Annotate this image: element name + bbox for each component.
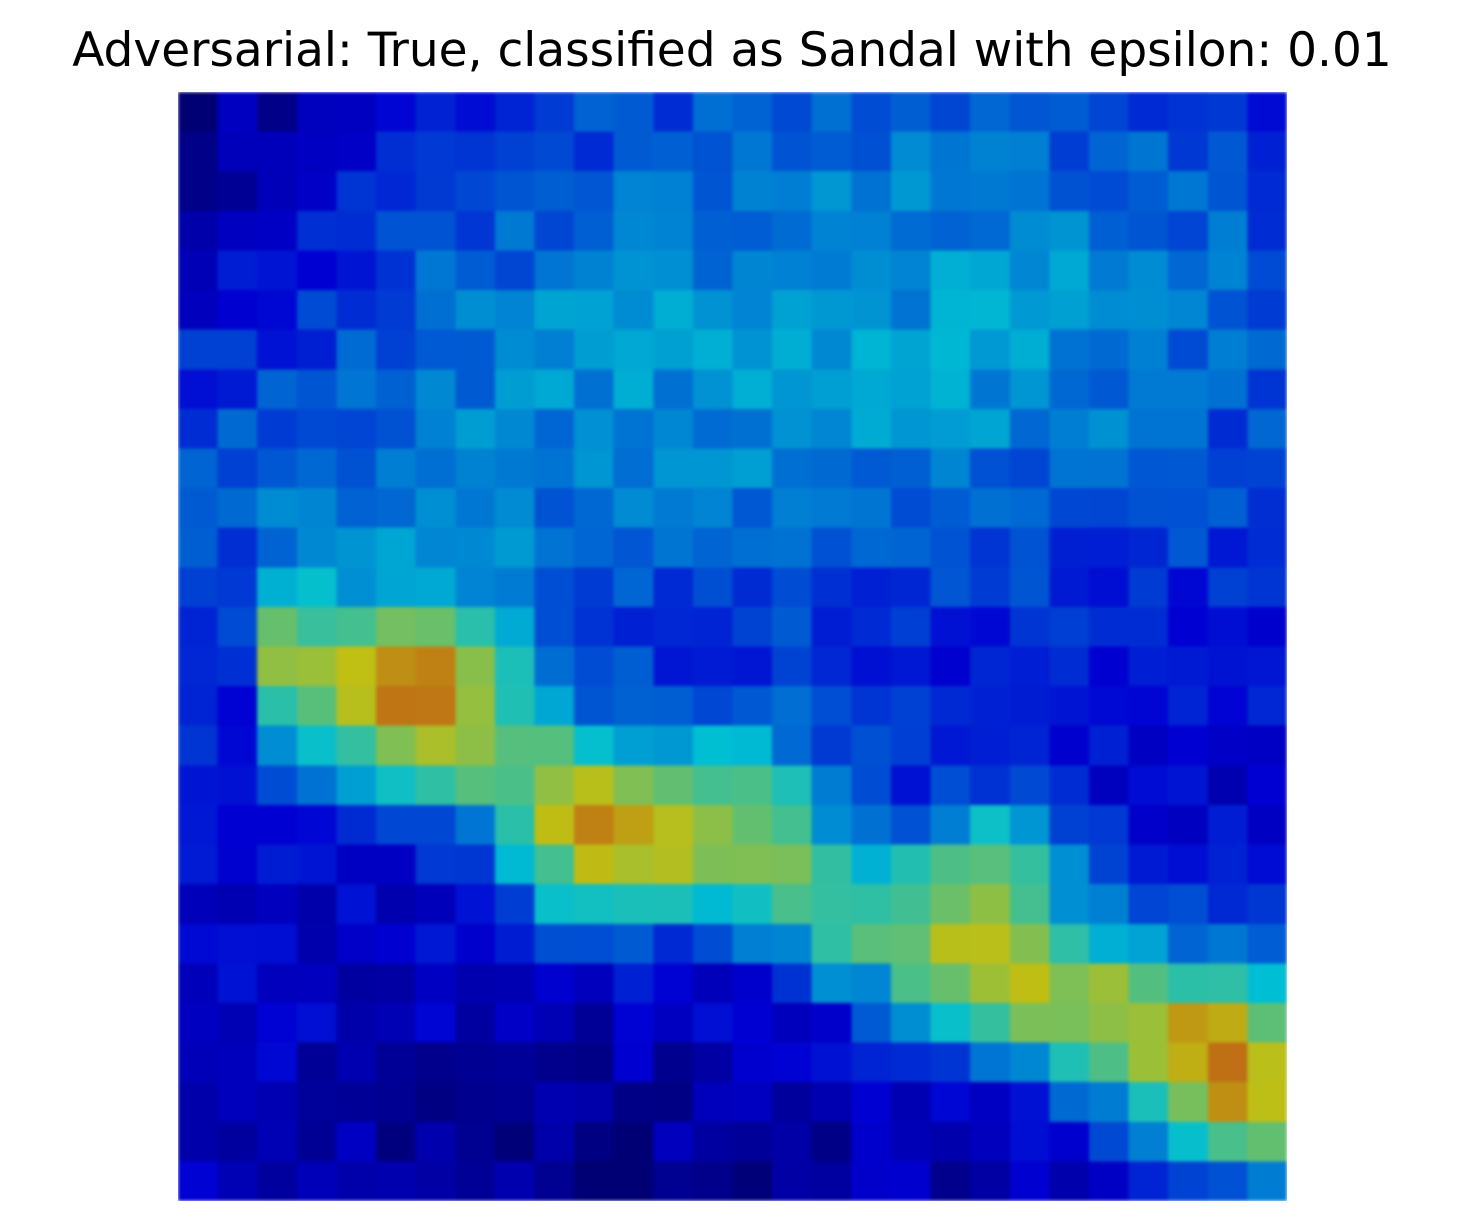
heatmap-image [178,92,1287,1201]
heatmap-canvas [178,92,1287,1201]
figure-title: Adversarial: True, classified as Sandal … [72,23,1392,78]
